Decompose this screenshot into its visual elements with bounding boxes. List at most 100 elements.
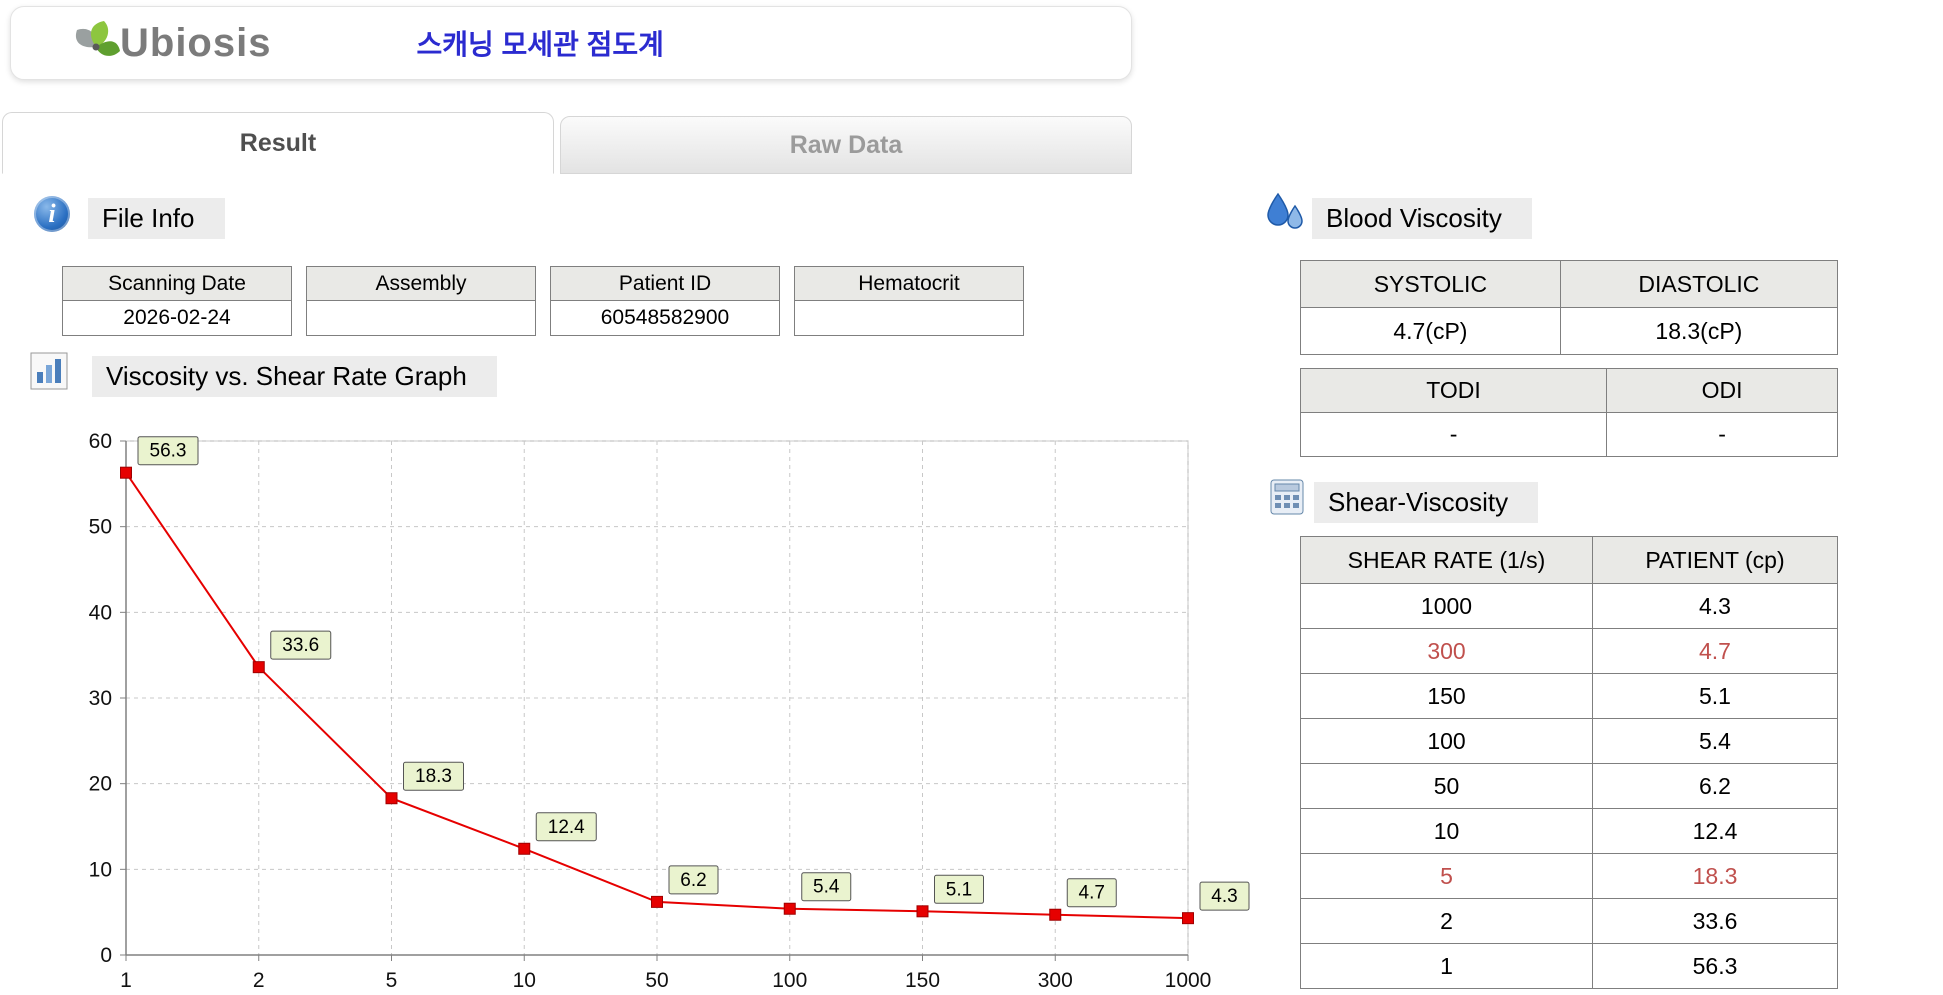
- data-point-marker: [120, 466, 132, 479]
- table-row: 300 4.7: [1300, 628, 1838, 674]
- point-label-box: [1199, 881, 1250, 911]
- file-info-column: Hematocrit: [794, 266, 1024, 336]
- systolic-header: SYSTOLIC: [1300, 260, 1561, 308]
- app-header: Ubiosis 스캐닝 모세관 점도계: [10, 6, 1132, 80]
- y-tick-label: 30: [89, 687, 112, 710]
- table-header-row: SYSTOLIC DIASTOLIC: [1300, 260, 1839, 308]
- table-header-row: SHEAR RATE (1/s) PATIENT (cp): [1300, 536, 1838, 584]
- hematocrit-value: [794, 301, 1024, 336]
- point-label: 18.3: [415, 766, 452, 787]
- table-row: 50 6.2: [1300, 763, 1838, 809]
- y-tick-label: 60: [89, 430, 112, 453]
- shear-rate-cell: 2: [1300, 898, 1593, 944]
- point-label-box: [801, 872, 852, 902]
- graph-section-title: Viscosity vs. Shear Rate Graph: [92, 356, 497, 397]
- file-info-column: Patient ID 60548582900: [550, 266, 780, 336]
- blood-viscosity-table: SYSTOLIC DIASTOLIC 4.7(cP) 18.3(cP): [1300, 260, 1839, 355]
- point-label: 4.3: [1211, 886, 1237, 907]
- table-row: 1000 4.3: [1300, 583, 1838, 629]
- todi-odi-table: TODI ODI - -: [1299, 368, 1838, 457]
- patient-cell: 18.3: [1592, 853, 1838, 899]
- viscosity-shear-rate-chart: 0 10 20 30 40 50 60 1 2 5 10 50 100 150 300 1000 56.3 33.…: [68, 425, 1258, 995]
- table-row: 100 5.4: [1300, 718, 1838, 764]
- shear-rate-header: SHEAR RATE (1/s): [1300, 536, 1593, 584]
- shear-rate-cell: 100: [1300, 718, 1593, 764]
- x-tick-label: 100: [772, 969, 807, 992]
- table-header-row: TODI ODI: [1299, 368, 1838, 413]
- tab-raw-data[interactable]: Raw Data: [560, 116, 1132, 174]
- data-point-marker: [1182, 912, 1194, 925]
- y-tick-label: 40: [89, 601, 112, 624]
- x-tick-label: 2: [253, 969, 265, 992]
- chart-canvas: 0 10 20 30 40 50 60 1 2 5 10 50 100 150 300 1000 56.3 33.…: [89, 430, 1250, 992]
- y-tick-label: 0: [100, 944, 112, 967]
- todi-header: TODI: [1299, 368, 1608, 413]
- data-point-marker: [385, 792, 398, 805]
- shear-rate-cell: 1000: [1300, 583, 1593, 629]
- patient-id-value: 60548582900: [550, 301, 780, 336]
- patient-cell: 33.6: [1592, 898, 1838, 944]
- x-tick-label: 10: [513, 969, 536, 992]
- data-point-marker: [1049, 908, 1062, 921]
- point-label: 5.4: [813, 877, 840, 898]
- patient-header: PATIENT (cp): [1592, 536, 1838, 584]
- shear-rate-cell: 50: [1300, 763, 1593, 809]
- point-label-box: [535, 812, 597, 842]
- x-tick-label: 1000: [1165, 969, 1212, 992]
- point-label-box: [934, 874, 984, 904]
- patient-cell: 4.7: [1592, 628, 1838, 674]
- table-row: 4.7(cP) 18.3(cP): [1300, 307, 1839, 355]
- file-info-section-title: File Info: [88, 198, 225, 239]
- shear-rate-cell: 1: [1300, 943, 1593, 989]
- patient-cell: 12.4: [1592, 808, 1838, 854]
- table-row: 150 5.1: [1300, 673, 1838, 719]
- info-icon: [34, 196, 70, 232]
- shear-rate-cell: 150: [1300, 673, 1593, 719]
- scanning-date-value: 2026-02-24: [62, 301, 292, 336]
- bar-chart-icon: [30, 352, 68, 390]
- x-tick-label: 300: [1038, 969, 1073, 992]
- point-label: 33.6: [282, 635, 319, 656]
- point-label-box: [270, 630, 332, 660]
- diastolic-value: 18.3(cP): [1559, 307, 1839, 355]
- ubiosis-logo: Ubiosis: [66, 19, 271, 67]
- point-label-box: [403, 761, 464, 791]
- y-tick-label: 10: [89, 858, 112, 881]
- blood-viscosity-section-title: Blood Viscosity: [1312, 198, 1532, 239]
- table-row: 5 18.3: [1300, 853, 1838, 899]
- tab-result[interactable]: Result: [2, 112, 554, 174]
- point-label: 12.4: [548, 817, 585, 838]
- shear-rate-cell: 10: [1300, 808, 1593, 854]
- point-label: 5.1: [946, 879, 972, 900]
- odi-value: -: [1606, 412, 1838, 457]
- file-info-column: Scanning Date 2026-02-24: [62, 266, 292, 336]
- point-label: 4.7: [1079, 883, 1105, 904]
- file-info-header: Patient ID: [550, 266, 780, 301]
- x-tick-label: 50: [645, 969, 668, 992]
- x-tick-label: 1: [120, 969, 132, 992]
- app-title: 스캐닝 모세관 점도계: [416, 29, 664, 60]
- data-point-marker: [783, 902, 796, 915]
- logo-text: Ubiosis: [120, 20, 272, 65]
- shear-viscosity-section-title: Shear-Viscosity: [1314, 482, 1539, 523]
- diastolic-header: DIASTOLIC: [1559, 260, 1839, 308]
- systolic-value: 4.7(cP): [1300, 307, 1561, 355]
- point-label-box: [668, 865, 719, 895]
- leaf-cluster-icon: [75, 21, 120, 56]
- y-tick-label: 50: [89, 516, 112, 539]
- point-label: 6.2: [680, 870, 706, 891]
- x-tick-label: 5: [386, 969, 398, 992]
- file-info-table: Scanning Date 2026-02-24 Assembly Patien…: [62, 266, 1024, 336]
- shear-rate-cell: 300: [1300, 628, 1593, 674]
- table-row: 2 33.6: [1300, 898, 1838, 944]
- table-row: 1 56.3: [1300, 943, 1838, 989]
- data-point-marker: [916, 905, 929, 918]
- table-row: 10 12.4: [1300, 808, 1838, 854]
- data-point-marker: [651, 895, 663, 908]
- data-point-marker: [252, 661, 265, 674]
- file-info-header: Assembly: [306, 266, 536, 301]
- point-label-box: [137, 436, 199, 466]
- point-label: 56.3: [150, 441, 187, 462]
- shear-viscosity-table: SHEAR RATE (1/s) PATIENT (cp) 1000 4.3 3…: [1300, 536, 1838, 989]
- water-drops-icon: [1267, 192, 1303, 229]
